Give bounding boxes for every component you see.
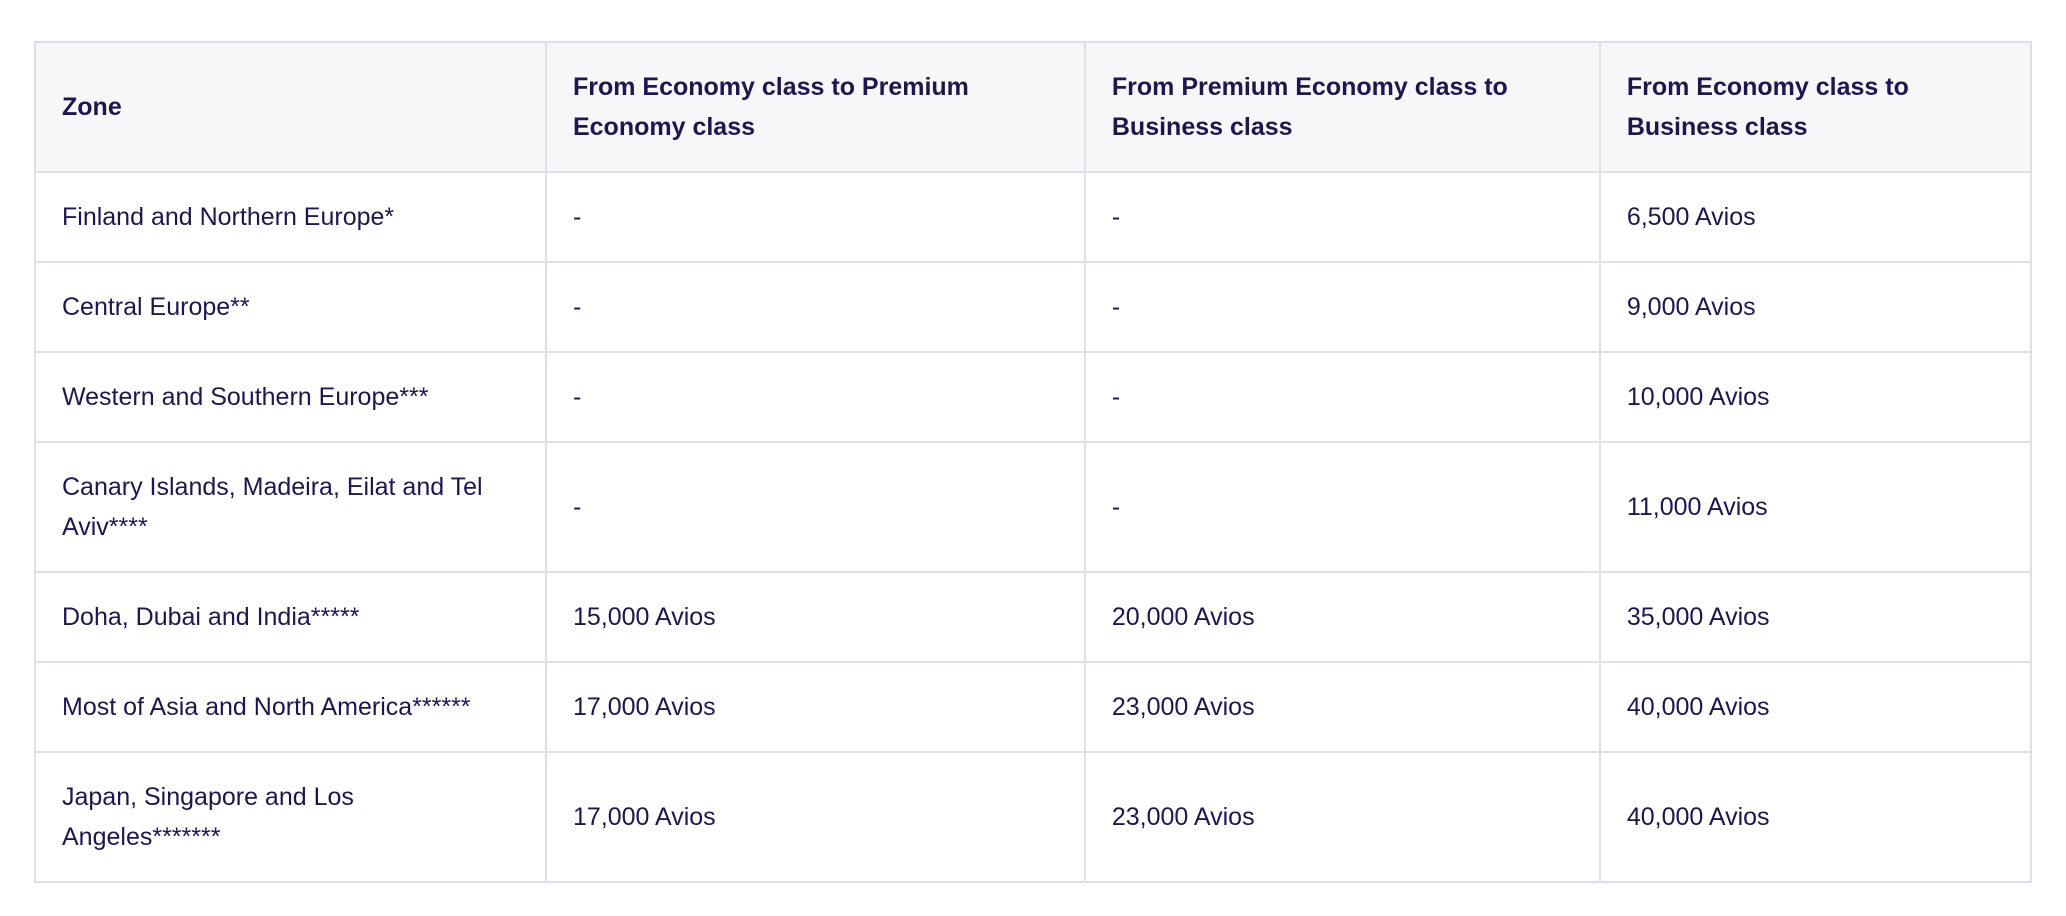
table-header: Zone From Economy class to Premium Econo… bbox=[34, 41, 2033, 173]
zone-cell: Doha, Dubai and India***** bbox=[34, 571, 547, 663]
avios-value-cell: - bbox=[544, 351, 1086, 443]
avios-value-cell: 10,000 Avios bbox=[1598, 351, 2033, 443]
column-header-economy-to-premium-economy: From Economy class to Premium Economy cl… bbox=[544, 41, 1086, 173]
table-row: Most of Asia and North America****** 17,0… bbox=[34, 661, 2033, 753]
avios-value-cell: - bbox=[544, 171, 1086, 263]
avios-value-cell: - bbox=[1083, 261, 1601, 353]
avios-value-cell: 9,000 Avios bbox=[1598, 261, 2033, 353]
avios-value-cell: - bbox=[1083, 441, 1601, 573]
avios-value-cell: 6,500 Avios bbox=[1598, 171, 2033, 263]
table-row: Canary Islands, Madeira, Eilat and Tel A… bbox=[34, 441, 2033, 573]
avios-value-cell: 15,000 Avios bbox=[544, 571, 1086, 663]
column-header-zone: Zone bbox=[34, 41, 547, 173]
avios-value-cell: - bbox=[544, 441, 1086, 573]
avios-value-cell: - bbox=[544, 261, 1086, 353]
table-row: Doha, Dubai and India***** 15,000 Avios 20… bbox=[34, 571, 2033, 663]
avios-upgrade-table-container: Zone From Economy class to Premium Econo… bbox=[34, 41, 2033, 883]
table-row: Finland and Northern Europe* - -6,500 Avio… bbox=[34, 171, 2033, 263]
avios-upgrade-table: Zone From Economy class to Premium Econo… bbox=[34, 41, 2033, 883]
avios-value-cell: 40,000 Avios bbox=[1598, 661, 2033, 753]
avios-value-cell: 11,000 Avios bbox=[1598, 441, 2033, 573]
column-header-premium-economy-to-business: From Premium Economy class to Business c… bbox=[1083, 41, 1601, 173]
avios-value-cell: 20,000 Avios bbox=[1083, 571, 1601, 663]
table-row: Japan, Singapore and Los Angeles******* 1… bbox=[34, 751, 2033, 883]
avios-value-cell: 23,000 Avios bbox=[1083, 751, 1601, 883]
zone-cell: Western and Southern Europe*** bbox=[34, 351, 547, 443]
avios-value-cell: 17,000 Avios bbox=[544, 751, 1086, 883]
avios-value-cell: - bbox=[1083, 171, 1601, 263]
avios-value-cell: 35,000 Avios bbox=[1598, 571, 2033, 663]
column-header-economy-to-business: From Economy class to Business class bbox=[1598, 41, 2033, 173]
zone-cell: Finland and Northern Europe* bbox=[34, 171, 547, 263]
avios-value-cell: 40,000 Avios bbox=[1598, 751, 2033, 883]
zone-cell: Canary Islands, Madeira, Eilat and Tel A… bbox=[34, 441, 547, 573]
table-row: Western and Southern Europe*** - -10,000 A… bbox=[34, 351, 2033, 443]
zone-cell: Central Europe** bbox=[34, 261, 547, 353]
zone-cell: Most of Asia and North America****** bbox=[34, 661, 547, 753]
zone-cell: Japan, Singapore and Los Angeles******* bbox=[34, 751, 547, 883]
avios-value-cell: 23,000 Avios bbox=[1083, 661, 1601, 753]
avios-value-cell: 17,000 Avios bbox=[544, 661, 1086, 753]
table-row: Central Europe** - -9,000 Avios bbox=[34, 261, 2033, 353]
table-body: Finland and Northern Europe* - -6,500 Avio… bbox=[34, 171, 2033, 883]
avios-value-cell: - bbox=[1083, 351, 1601, 443]
header-row: Zone From Economy class to Premium Econo… bbox=[34, 41, 2033, 173]
